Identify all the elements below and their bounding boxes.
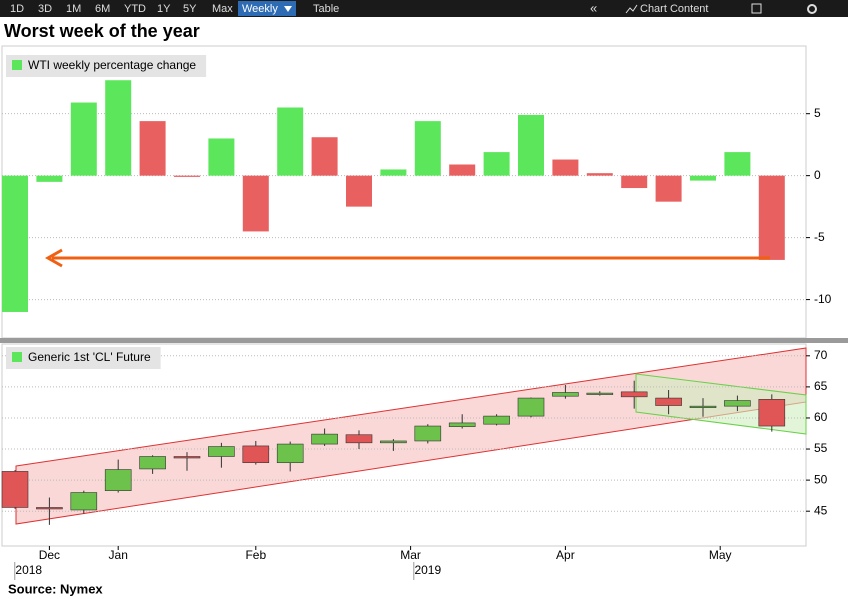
bar — [277, 107, 304, 176]
candle-body — [345, 434, 373, 444]
range-button[interactable]: 6M — [95, 3, 110, 15]
annotation-arrowhead — [44, 248, 63, 268]
bar — [70, 102, 97, 176]
bar — [105, 80, 132, 176]
candle-body — [552, 392, 579, 397]
bar — [483, 152, 510, 176]
range-button[interactable]: 3D — [38, 3, 52, 15]
candle-body — [104, 469, 132, 491]
bar — [208, 138, 235, 176]
range-button[interactable]: 1Y — [157, 3, 171, 15]
candle-body — [724, 400, 751, 407]
candle-body — [70, 492, 98, 511]
x-tick-label: Mar — [400, 548, 421, 562]
edit-icon[interactable] — [751, 3, 762, 14]
candle-body — [276, 443, 304, 464]
y-tick-label: 5 — [814, 106, 821, 120]
candle-body — [448, 422, 476, 427]
year-label: 2018 — [15, 563, 42, 577]
bar — [346, 175, 372, 207]
candle-body — [36, 507, 63, 510]
source: Source: Nymex — [8, 581, 103, 596]
candle-body — [483, 415, 510, 425]
candle-body — [517, 397, 545, 417]
legend-label: Generic 1st 'CL' Future — [28, 350, 151, 364]
y-tick-label: 70 — [814, 348, 828, 362]
bar — [690, 175, 716, 181]
candle-body — [139, 456, 166, 470]
candle-body — [173, 456, 201, 459]
dropdown-arrow — [284, 6, 292, 12]
y-tick-label: -10 — [814, 292, 832, 306]
bar — [139, 121, 166, 176]
y-tick-label: 0 — [814, 168, 821, 182]
bar — [724, 152, 751, 176]
candle-body — [620, 391, 648, 398]
y-tick-label: 50 — [814, 472, 828, 486]
toolbar — [0, 0, 848, 17]
candle-body — [1, 471, 29, 508]
settings-icon[interactable] — [807, 4, 817, 14]
candle-body — [380, 440, 407, 444]
candle-body — [242, 445, 270, 464]
bar — [655, 175, 682, 202]
x-tick-label: May — [709, 548, 732, 562]
year-label: 2019 — [414, 563, 441, 577]
bar — [311, 137, 338, 176]
x-tick-label: Apr — [556, 548, 575, 562]
candle-body — [758, 399, 786, 427]
bar — [586, 173, 613, 176]
bar — [380, 169, 407, 176]
legend-swatch — [12, 352, 22, 362]
bar — [36, 175, 63, 182]
x-tick-label: Feb — [245, 548, 266, 562]
chart-content-button[interactable]: Chart Content — [640, 3, 708, 15]
candle-body — [208, 446, 235, 457]
candle-body — [689, 405, 717, 408]
range-button[interactable]: Max — [212, 3, 233, 15]
bar — [518, 114, 544, 176]
range-button[interactable]: 1M — [66, 3, 81, 15]
table-button[interactable]: Table — [313, 3, 339, 15]
y-tick-label: 65 — [814, 379, 828, 393]
bar — [552, 159, 579, 176]
range-button[interactable]: 1D — [10, 3, 24, 15]
candle-body — [414, 425, 442, 442]
bar — [621, 175, 648, 189]
bar — [242, 175, 269, 232]
bar — [174, 175, 200, 177]
bar — [414, 121, 441, 176]
candle-body — [586, 392, 614, 395]
y-tick-label: 60 — [814, 410, 828, 424]
legend-box — [6, 347, 161, 369]
collapse-icon[interactable]: « — [590, 0, 597, 15]
interval-label[interactable]: Weekly — [242, 3, 278, 15]
bar — [2, 175, 28, 312]
x-tick-label: Jan — [109, 548, 128, 562]
legend-label: WTI weekly percentage change — [28, 58, 196, 72]
range-button[interactable]: 5Y — [183, 3, 197, 15]
candle-body — [655, 397, 682, 406]
x-tick-label: Dec — [39, 548, 60, 562]
interval-button[interactable] — [238, 1, 296, 16]
range-button[interactable]: YTD — [124, 3, 146, 15]
y-tick-label: -5 — [814, 230, 825, 244]
chart-icon — [625, 4, 638, 14]
bar — [449, 164, 476, 176]
pane-divider — [0, 338, 848, 343]
candle-body — [311, 433, 338, 445]
legend-swatch — [12, 60, 22, 70]
chart-title: Worst week of the year — [4, 21, 200, 41]
bar — [758, 175, 785, 260]
legend-box — [6, 55, 207, 77]
y-tick-label: 55 — [814, 441, 828, 455]
y-tick-label: 45 — [814, 503, 828, 517]
